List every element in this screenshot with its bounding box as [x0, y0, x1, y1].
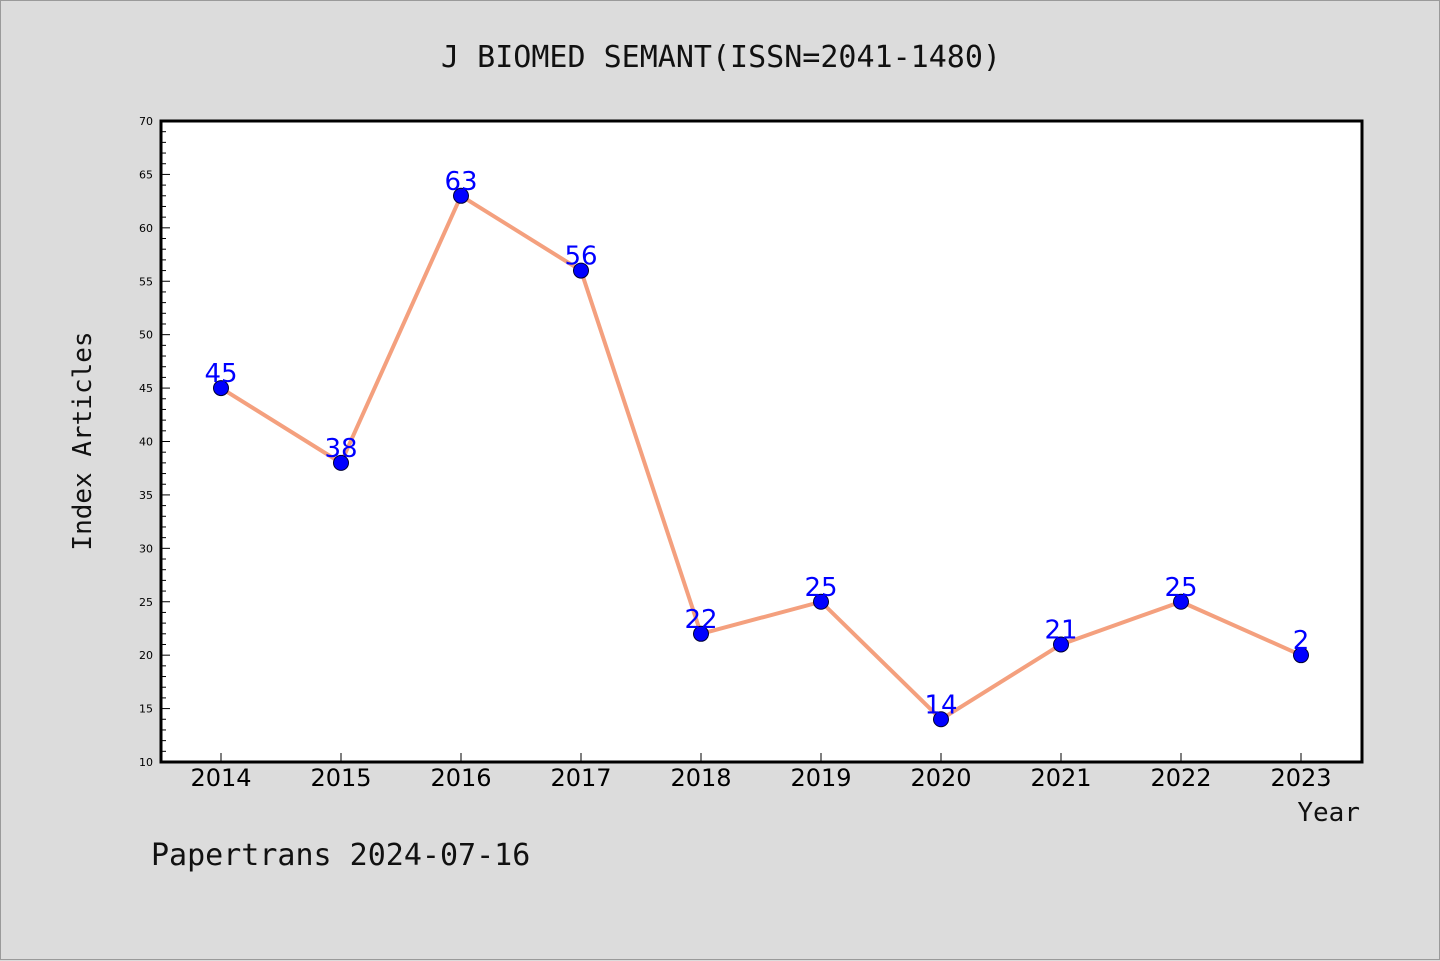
x-tick-label: 2021 [1030, 764, 1091, 792]
data-label: 63 [444, 167, 477, 197]
series-line [219, 193, 1302, 722]
data-label: 25 [804, 573, 837, 603]
y-tick-label: 45 [139, 382, 153, 395]
y-tick-label: 25 [139, 596, 153, 609]
y-tick-label: 15 [139, 703, 153, 716]
y-tick-label: 55 [139, 275, 153, 288]
data-labels: 45 38 63 56 22 25 14 21 25 2 [204, 167, 1309, 720]
series-markers [213, 187, 1309, 728]
y-tick-label: 60 [139, 222, 153, 235]
footer-date: Papertrans 2024-07-16 [151, 838, 530, 873]
data-point [1293, 647, 1309, 664]
data-label: 56 [564, 242, 597, 272]
y-tick-label: 70 [139, 115, 153, 128]
data-point [213, 380, 229, 397]
data-label: 25 [1164, 573, 1197, 603]
y-axis: 10 15 20 25 30 35 40 45 50 55 60 65 70 [139, 115, 170, 769]
x-tick-label: 2016 [430, 764, 491, 792]
data-point [933, 711, 949, 728]
data-point [573, 262, 589, 279]
x-tick-label: 2019 [790, 764, 851, 792]
y-tick-label: 10 [139, 756, 153, 769]
x-tick-label: 2018 [670, 764, 731, 792]
x-axis: 2014 2015 2016 2017 2018 2019 2020 2021 2022 2023 [190, 753, 1332, 792]
y-tick-label: 30 [139, 542, 153, 555]
data-label: 38 [324, 434, 357, 464]
data-label: 2 [1293, 626, 1310, 656]
data-point [813, 593, 829, 610]
y-axis-title: Index Articles [68, 331, 98, 550]
x-tick-label: 2023 [1270, 764, 1331, 792]
y-tick-label: 35 [139, 489, 153, 502]
data-label: 14 [924, 690, 957, 720]
data-label: 22 [684, 605, 717, 635]
data-point [1173, 593, 1189, 610]
data-point [1053, 636, 1069, 653]
data-point [333, 454, 349, 471]
x-axis-title: Year [1297, 798, 1360, 828]
data-point [453, 187, 469, 204]
data-label: 21 [1044, 615, 1077, 645]
x-tick-label: 2014 [190, 764, 251, 792]
plot-area [159, 119, 1364, 764]
chart-title: J BIOMED SEMANT(ISSN=2041-1480) [441, 40, 1001, 75]
x-tick-label: 2020 [910, 764, 971, 792]
data-point [693, 625, 709, 642]
y-tick-label: 40 [139, 436, 153, 449]
y-tick-label: 65 [139, 168, 153, 181]
y-tick-label: 20 [139, 649, 153, 662]
y-tick-label: 50 [139, 329, 153, 342]
data-label: 45 [204, 359, 237, 389]
x-tick-label: 2022 [1150, 764, 1211, 792]
x-tick-label: 2017 [550, 764, 611, 792]
x-tick-label: 2015 [310, 764, 371, 792]
